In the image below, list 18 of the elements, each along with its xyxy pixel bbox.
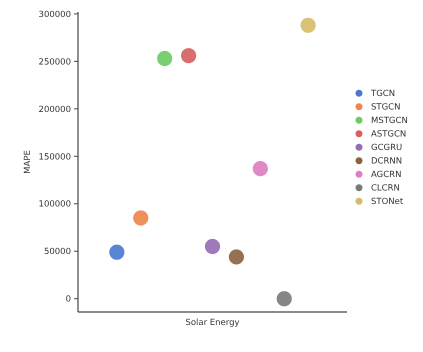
- y-tick-label: 250000: [38, 57, 71, 68]
- legend-label: ASTGCN: [371, 130, 406, 140]
- legend-label: MSTGCN: [371, 116, 408, 126]
- y-tick-label: 200000: [38, 104, 71, 115]
- y-tick-label: 50000: [44, 247, 71, 258]
- y-tick-label: 100000: [38, 200, 71, 210]
- legend-label: GCGRU: [371, 143, 402, 154]
- y-axis-title: MAPE: [23, 150, 33, 174]
- legend-label: TGCN: [370, 89, 396, 100]
- y-tick-label: 0: [66, 294, 71, 305]
- legend-label: STONet: [371, 197, 404, 208]
- x-tick-label: Solar Energy: [185, 318, 240, 328]
- y-tick-label: 300000: [38, 10, 71, 20]
- legend-label: CLCRN: [371, 184, 400, 194]
- legend-label: DCRNN: [371, 156, 402, 167]
- legend-label: AGCRN: [371, 170, 402, 180]
- legend-label: STGCN: [371, 102, 400, 113]
- y-tick-label: 150000: [38, 152, 71, 162]
